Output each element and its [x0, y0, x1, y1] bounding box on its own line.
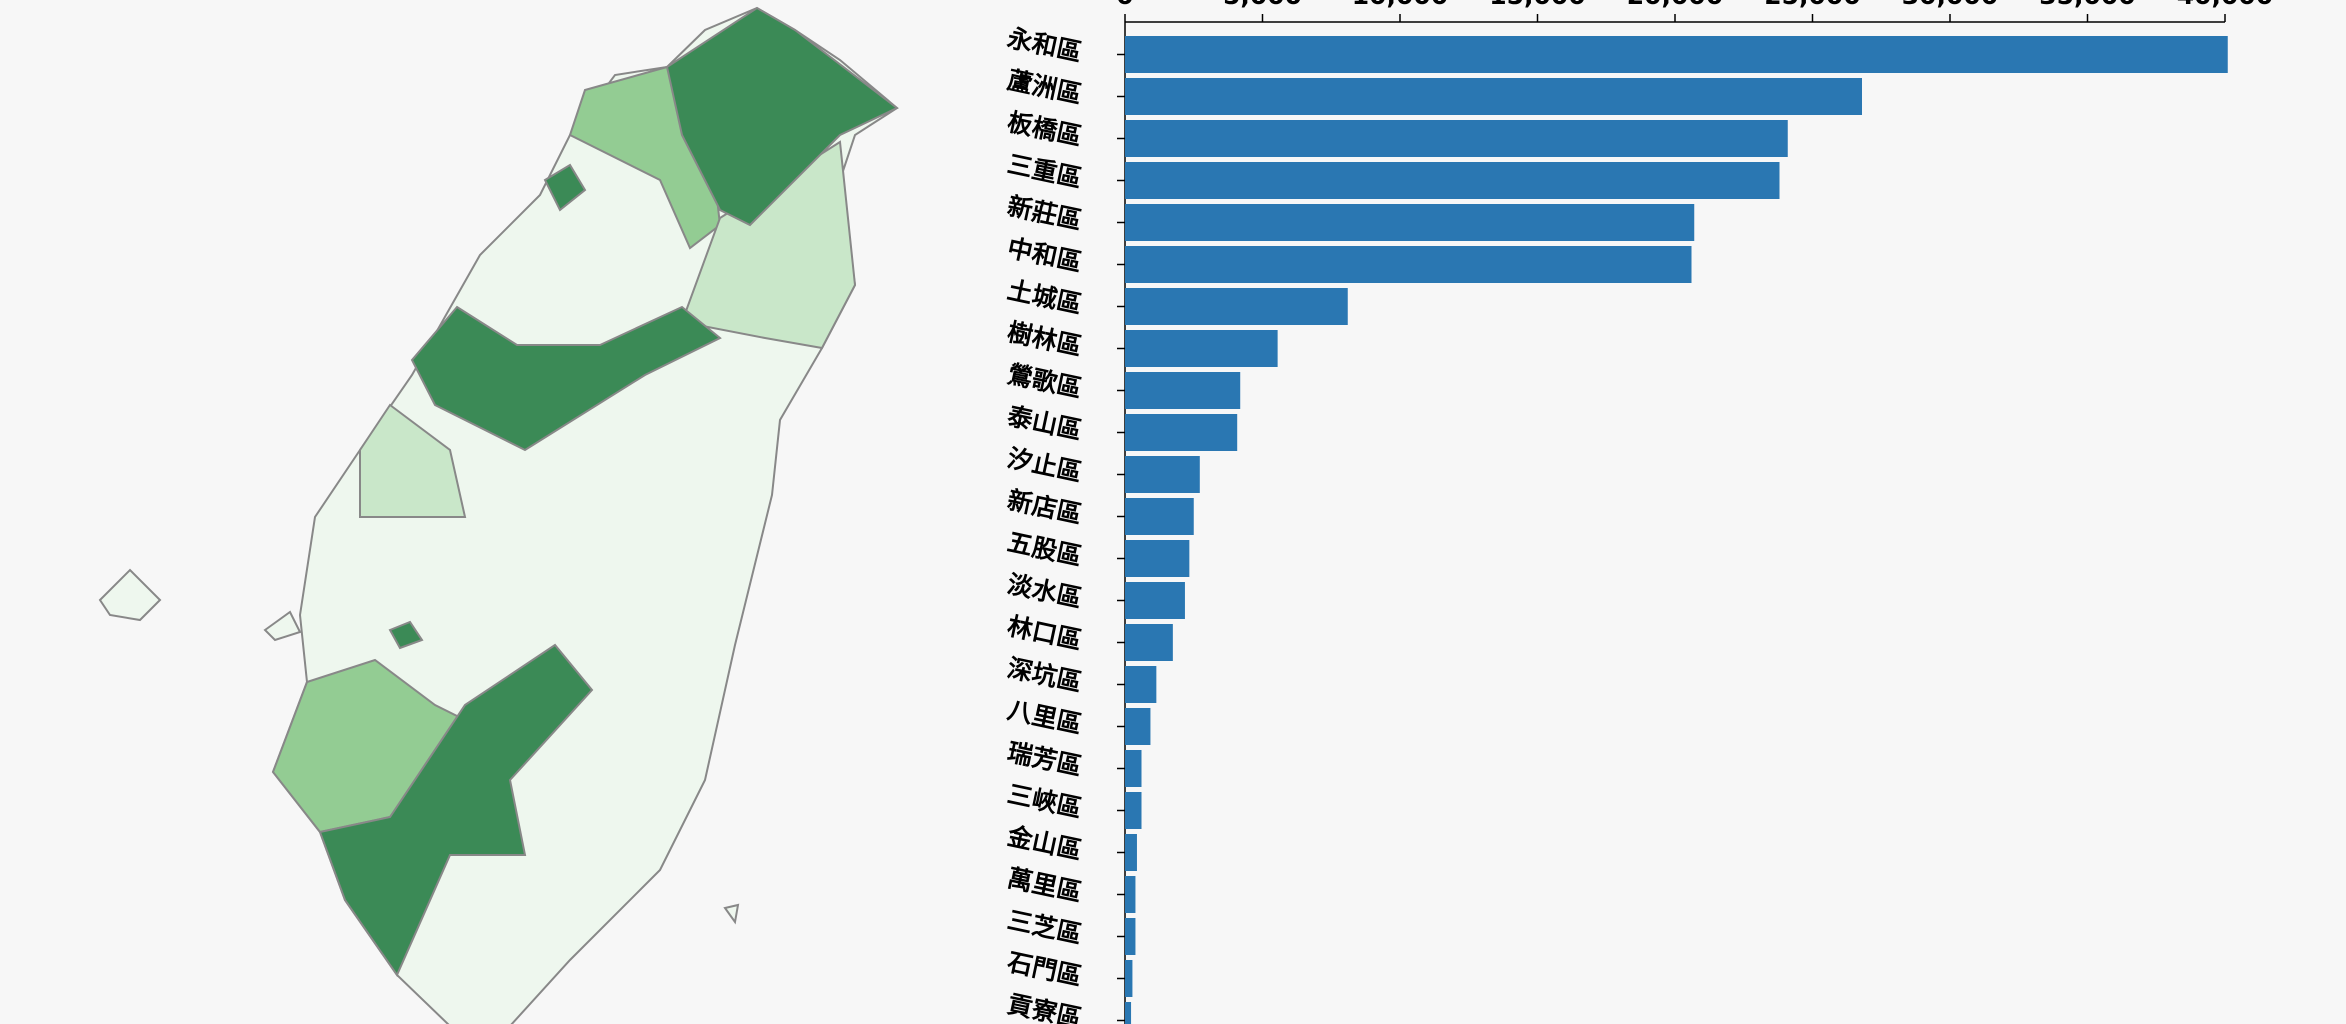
- map: [98, 6, 899, 1024]
- x-tick-label: 0: [1116, 0, 1133, 10]
- map-region: [665, 6, 899, 227]
- bar: [1125, 540, 1190, 577]
- bar: [1125, 792, 1142, 829]
- y-tick-label: 瑞芳區: [1005, 737, 1084, 781]
- y-tick-label: 板橋區: [1005, 107, 1084, 151]
- y-tick-label: 汐止區: [1005, 443, 1084, 487]
- x-tick-label: 35,000: [2039, 0, 2135, 10]
- y-tick-label: 石門區: [1004, 947, 1084, 991]
- bar-chart: 0 5,000 10,000 15,000 20,000 25,000 30,000 35,0…: [1004, 0, 2273, 1024]
- x-tick-label: 25,000: [1764, 0, 1860, 10]
- map-islet: [723, 903, 740, 925]
- bar: [1125, 204, 1695, 241]
- y-tick-label: 中和區: [1005, 233, 1084, 277]
- y-tick-label: 永和區: [1005, 23, 1084, 67]
- y-tick-label: 金山區: [1004, 821, 1084, 865]
- y-tick-label: 淡水區: [1005, 569, 1084, 613]
- x-tick-label: 10,000: [1352, 0, 1448, 10]
- bar: [1125, 960, 1133, 997]
- map-region: [388, 620, 424, 650]
- x-tick-label: 40,000: [2177, 0, 2273, 10]
- y-tick-label: 三峽區: [1005, 779, 1084, 823]
- y-tick-label: 新莊區: [1005, 191, 1084, 235]
- bar: [1125, 456, 1200, 493]
- map-region: [410, 305, 722, 452]
- bar: [1125, 750, 1142, 787]
- map-islet: [263, 610, 302, 642]
- x-tick-label: 20,000: [1627, 0, 1723, 10]
- bar: [1125, 666, 1157, 703]
- y-tick-label: 萬里區: [1005, 863, 1084, 907]
- y-tick-label: 貢寮區: [1005, 989, 1084, 1024]
- bar: [1125, 498, 1194, 535]
- bar: [1125, 414, 1238, 451]
- bar: [1125, 36, 2228, 73]
- x-tick-label: 15,000: [1489, 0, 1585, 10]
- bar: [1125, 330, 1278, 367]
- bar: [1125, 246, 1692, 283]
- y-tick-label: 樹林區: [1005, 317, 1084, 361]
- bar: [1125, 162, 1780, 199]
- map-region: [318, 643, 594, 978]
- y-tick-label: 蘆洲區: [1005, 65, 1084, 109]
- x-tick-label: 30,000: [1902, 0, 1998, 10]
- y-tick-label: 鶯歌區: [1005, 359, 1084, 403]
- bar: [1125, 288, 1348, 325]
- bar: [1125, 876, 1136, 913]
- y-tick-label: 深坑區: [1005, 653, 1084, 697]
- y-tick-label: 林口區: [1005, 611, 1084, 655]
- map-islet: [98, 568, 162, 622]
- bar: [1125, 834, 1137, 871]
- bar: [1125, 624, 1173, 661]
- bar: [1125, 1002, 1132, 1024]
- map-region: [359, 403, 467, 518]
- y-tick-label: 五股區: [1005, 527, 1084, 571]
- y-tick-label: 三芝區: [1005, 905, 1084, 949]
- bar: [1125, 120, 1788, 157]
- bar: [1125, 918, 1136, 955]
- bar: [1125, 708, 1151, 745]
- y-tick-label: 泰山區: [1005, 401, 1084, 445]
- y-tick-label: 八里區: [1005, 695, 1084, 739]
- y-tick-label: 三重區: [1005, 149, 1084, 193]
- y-tick-label: 新店區: [1005, 485, 1084, 529]
- bar: [1125, 372, 1241, 409]
- y-tick-label: 土城區: [1005, 275, 1084, 319]
- bar: [1125, 582, 1185, 619]
- x-tick-label: 5,000: [1223, 0, 1302, 10]
- map-region: [543, 163, 587, 212]
- bar: [1125, 78, 1862, 115]
